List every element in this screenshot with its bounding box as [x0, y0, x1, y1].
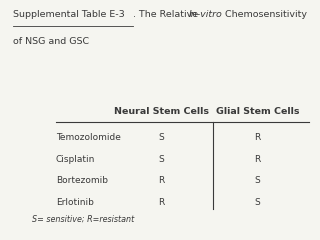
Text: Supplemental Table E-3: Supplemental Table E-3	[13, 10, 124, 19]
Text: In-vitro: In-vitro	[189, 10, 223, 19]
Text: R: R	[158, 176, 165, 185]
Text: Glial Stem Cells: Glial Stem Cells	[216, 107, 299, 116]
Text: Chemosensitivity: Chemosensitivity	[222, 10, 308, 19]
Text: S: S	[255, 176, 260, 185]
Text: S: S	[159, 155, 164, 164]
Text: S: S	[159, 133, 164, 142]
Text: S: S	[255, 198, 260, 207]
Text: Neural Stem Cells: Neural Stem Cells	[114, 107, 209, 116]
Text: S= sensitive; R=resistant: S= sensitive; R=resistant	[32, 215, 134, 224]
Text: R: R	[254, 133, 261, 142]
Text: Bortezomib: Bortezomib	[56, 176, 108, 185]
Text: of NSG and GSC: of NSG and GSC	[13, 37, 89, 46]
Text: Cisplatin: Cisplatin	[56, 155, 95, 164]
Text: . The Relative: . The Relative	[133, 10, 201, 19]
Text: R: R	[158, 198, 165, 207]
Text: R: R	[254, 155, 261, 164]
Text: Temozolomide: Temozolomide	[56, 133, 121, 142]
Text: Erlotinib: Erlotinib	[56, 198, 94, 207]
